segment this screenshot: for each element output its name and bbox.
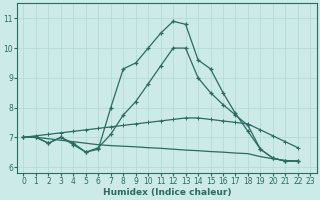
X-axis label: Humidex (Indice chaleur): Humidex (Indice chaleur) [103, 188, 231, 197]
